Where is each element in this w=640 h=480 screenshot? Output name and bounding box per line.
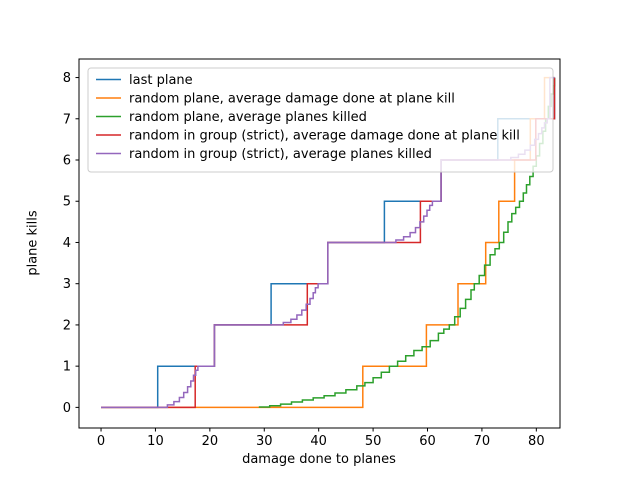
y-tick-label: 7 bbox=[63, 112, 71, 127]
legend-label: last plane bbox=[129, 73, 193, 88]
y-tick-label: 6 bbox=[63, 154, 71, 169]
y-tick-label: 1 bbox=[63, 360, 71, 375]
plot-frame bbox=[78, 58, 561, 429]
x-tick-label: 60 bbox=[419, 434, 436, 449]
legend-box bbox=[87, 67, 554, 173]
y-axis-label: plane kills bbox=[25, 210, 41, 276]
x-tick-label: 20 bbox=[202, 434, 219, 449]
x-tick-label: 70 bbox=[474, 434, 491, 449]
y-tick-label: 4 bbox=[63, 236, 71, 251]
x-axis-ticks: 0 10 20 30 40 50 60 70 80 bbox=[97, 428, 545, 449]
x-tick-label: 30 bbox=[256, 434, 273, 449]
y-tick-label: 3 bbox=[63, 277, 71, 292]
y-axis-ticks: 0 1 2 3 4 5 6 7 8 bbox=[63, 71, 79, 416]
y-tick-label: 5 bbox=[63, 195, 71, 210]
legend-label: random in group (strict), average damage… bbox=[129, 129, 520, 144]
legend-label: random plane, average planes killed bbox=[129, 110, 367, 125]
x-tick-label: 0 bbox=[97, 434, 105, 449]
legend: last plane random plane, average damage d… bbox=[87, 67, 554, 173]
y-tick-label: 0 bbox=[63, 401, 71, 416]
x-axis-label: damage done to planes bbox=[242, 452, 396, 467]
y-tick-label: 2 bbox=[63, 318, 71, 333]
legend-label: random in group (strict), average planes… bbox=[129, 147, 432, 162]
legend-label: random plane, average damage done at pla… bbox=[129, 92, 455, 107]
x-tick-label: 50 bbox=[365, 434, 382, 449]
x-tick-label: 40 bbox=[310, 434, 327, 449]
x-tick-label: 10 bbox=[147, 434, 164, 449]
axes: 0 10 20 30 40 50 60 70 80 0 1 2 3 4 5 6 7 8 bbox=[63, 58, 561, 449]
y-tick-label: 8 bbox=[63, 71, 71, 86]
x-tick-label: 80 bbox=[528, 434, 545, 449]
